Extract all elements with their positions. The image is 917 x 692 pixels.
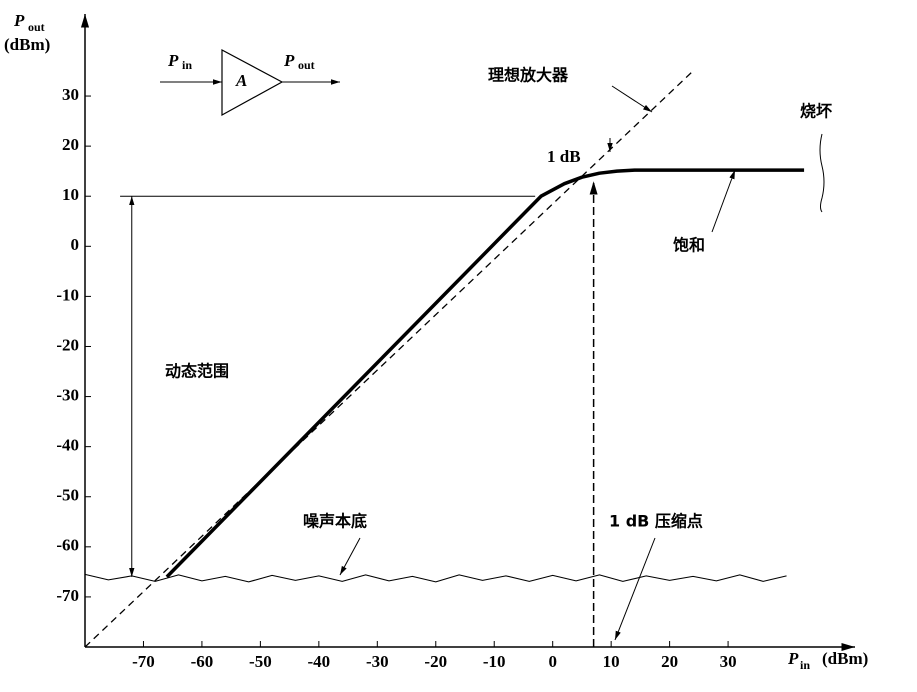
y-tick-label: -40 [56,436,79,455]
y-tick-label: 0 [71,235,80,254]
annotation: 1 dB [547,147,581,166]
inset-input: P [167,51,179,70]
y-axis-unit: (dBm) [4,35,50,54]
annotation-arrow [711,169,736,233]
annotation: 动态范围 [165,362,229,381]
y-tick-label: -50 [56,486,79,505]
burnout-edge [819,133,825,213]
x-tick-label: -40 [308,652,331,671]
annotation-arrow [614,537,656,641]
y-tick-label: -10 [56,285,79,304]
y-axis-subscript: out [28,20,45,34]
annotation-arrow [339,537,361,576]
x-tick-label: -50 [249,652,272,671]
inset-input-sub: in [182,58,192,72]
y-axis-symbol: P [13,11,25,30]
x-tick-label: -60 [191,652,214,671]
inset-output: P [283,51,295,70]
x-tick-label: -30 [366,652,389,671]
x-tick-label: -20 [424,652,447,671]
y-tick-label: 30 [62,85,79,104]
x-axis-symbol: P [787,649,799,668]
series-line [84,70,694,648]
annotation: 烧坏 [800,102,832,121]
annotation: 饱和 [673,236,705,255]
x-axis-subscript: in [800,658,810,672]
y-tick-label: -20 [56,335,79,354]
annotation: 1 dB 压缩点 [609,512,703,531]
x-tick-label: 20 [661,652,678,671]
amplifier-triangle [221,49,284,117]
y-tick-label: -30 [56,385,79,404]
noise-label: 噪声本底 [303,512,367,531]
x-tick-label: -70 [132,652,155,671]
series-line [165,168,805,579]
x-tick-label: -10 [483,652,506,671]
inset-gain: A [235,71,247,90]
x-tick-label: 30 [720,652,737,671]
inset-output-sub: out [298,58,315,72]
annotation-arrow [611,85,653,113]
x-axis-unit: (dBm) [822,649,868,668]
x-tick-label: 0 [548,652,557,671]
x-tick-label: 10 [603,652,620,671]
y-tick-label: -70 [56,586,79,605]
y-tick-label: 20 [62,135,79,154]
series-line [84,573,787,583]
ideal-label: 理想放大器 [488,66,569,85]
y-tick-label: -60 [56,536,79,555]
amplifier-inset: P in A P out [160,49,340,117]
y-tick-label: 10 [62,185,79,204]
